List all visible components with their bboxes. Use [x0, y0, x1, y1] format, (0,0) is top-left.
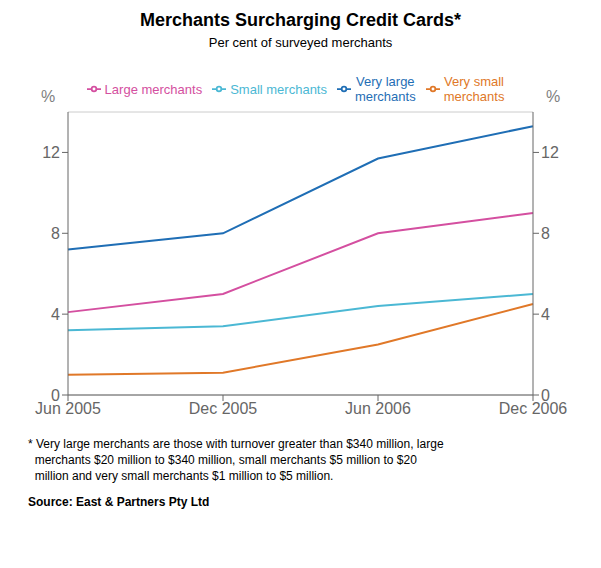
svg-text:12: 12 — [42, 144, 60, 161]
html-text:Very large merchants: Very large merchants — [355, 74, 416, 104]
html-text:Very small merchants: Very small merchants — [443, 74, 505, 104]
svg-text:0: 0 — [51, 387, 60, 404]
html-text:Large merchants: Large merchants — [104, 81, 203, 97]
svg-text:8: 8 — [51, 225, 60, 242]
html-text:Per cent of surveyed merchants: Per cent of surveyed merchants — [208, 35, 393, 50]
html-text:million and very small merchan: million and very small merchants $1 mill… — [28, 469, 334, 483]
svg-text:Jun 2005: Jun 2005 — [35, 400, 101, 417]
html-text:* Very large merchants are tho: * Very large merchants are those with tu… — [28, 437, 444, 451]
svg-text:%: % — [41, 88, 55, 105]
svg-text:Jun 2006: Jun 2006 — [345, 400, 411, 417]
svg-text:8: 8 — [541, 225, 550, 242]
html-text:merchants $20 million to $340: merchants $20 million to $340 million, s… — [28, 453, 417, 467]
svg-text:Dec 2006: Dec 2006 — [499, 400, 568, 417]
svg-text:4: 4 — [541, 306, 550, 323]
svg-text:4: 4 — [51, 306, 60, 323]
svg-text:12: 12 — [541, 144, 559, 161]
html-text:Merchants Surcharging Credit C: Merchants Surcharging Credit Cards* — [140, 10, 461, 30]
svg-text:Dec 2005: Dec 2005 — [189, 400, 258, 417]
svg-text:0: 0 — [541, 387, 550, 404]
html-text:Source: East & Partners Pty Lt: Source: East & Partners Pty Ltd — [28, 495, 210, 509]
svg-text:%: % — [546, 88, 560, 105]
html-text:Small merchants: Small merchants — [230, 81, 327, 97]
